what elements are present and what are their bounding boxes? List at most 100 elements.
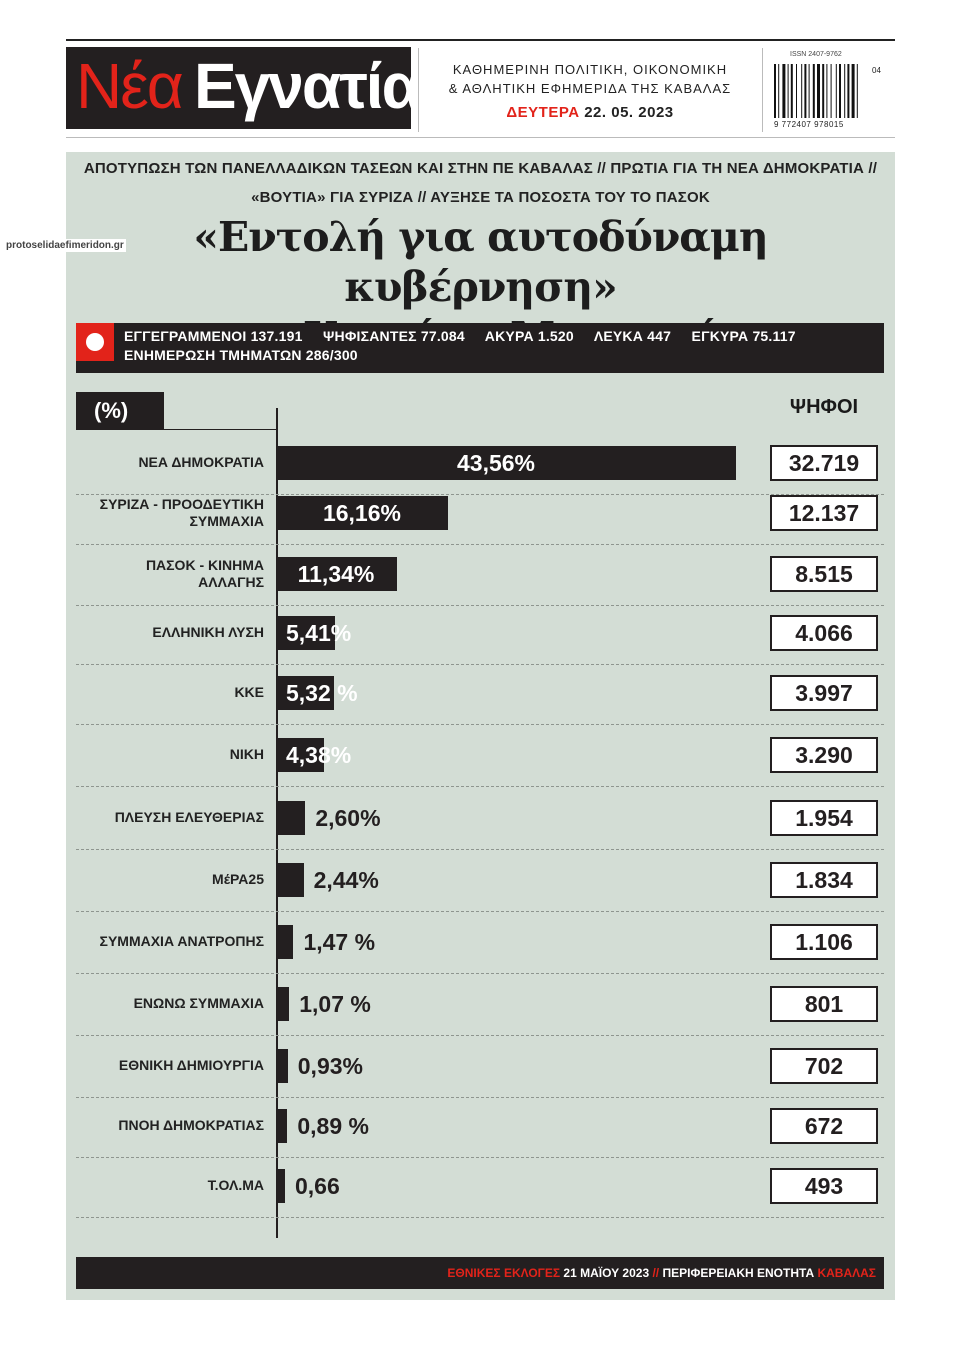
masthead-divider-2	[762, 48, 763, 132]
party-bar	[278, 616, 335, 650]
row-separator	[76, 911, 884, 912]
tagline-line-1: ΚΑΘΗΜΕΡΙΝΗ ΠΟΛΙΤΙΚΗ, ΟΙΚΟΝΟΜΙΚΗ	[452, 62, 728, 77]
party-name: ΝΙΚΗ	[229, 746, 264, 762]
barcode-icon	[774, 64, 858, 118]
row-separator	[76, 973, 884, 974]
row-separator	[76, 724, 884, 725]
party-name: ΕΝΩΝΩ ΣΥΜΜΑΧΙΑ	[133, 995, 264, 1011]
watermark-link[interactable]: protoselidaefimeridon.gr	[4, 239, 126, 252]
masthead-divider	[418, 48, 419, 132]
votes-value: 672	[770, 1108, 878, 1144]
masthead-tagline: ΚΑΘΗΜΕΡΙΝΗ ΠΟΛΙΤΙΚΗ, ΟΙΚΟΝΟΜΙΚΗ & ΑΘΛΗΤΙ…	[430, 60, 750, 98]
newspaper-logo[interactable]: Νέα Εγνατία	[66, 47, 421, 129]
votes-value: 801	[770, 986, 878, 1022]
row-separator	[76, 1097, 884, 1098]
party-name: ΜέΡΑ25	[212, 871, 264, 887]
row-separator	[76, 1157, 884, 1158]
logo-word-egnatia: Εγνατία	[194, 50, 421, 122]
row-separator	[76, 494, 884, 495]
votes-value: 1.954	[770, 800, 878, 836]
party-bar	[278, 863, 304, 897]
stats-line-2: ΕΝΗΜΕΡΩΣΗ ΤΜΗΜΑΤΩΝ 286/300	[124, 347, 358, 363]
party-bar	[278, 738, 325, 772]
votes-value: 1.106	[770, 924, 878, 960]
stats-line-1: ΕΓΓΕΓΡΑΜΜΕΝΟΙ 137.191 ΨΗΦΙΣΑΝΤΕΣ 77.084 …	[124, 328, 796, 344]
masthead-bottom-rule	[66, 137, 895, 138]
party-name: ΣΥΜΜΑΧΙΑ ΑΝΑΤΡΟΠΗΣ	[99, 933, 264, 949]
party-bar	[278, 557, 398, 591]
party-bar	[278, 925, 294, 959]
percent-label: 1,07 %	[299, 991, 371, 1017]
headline-line-1: «Εντολή για αυτοδύναμη κυβέρνηση»	[193, 213, 768, 311]
votes-value: 3.997	[770, 675, 878, 711]
party-name: ΝΕΑ ΔΗΜΟΚΡΑΤΙΑ	[138, 454, 264, 470]
percent-label: 2,44%	[313, 867, 379, 893]
percent-label: 16,16%	[322, 500, 401, 526]
percent-label: 11,34%	[297, 561, 375, 587]
party-bar	[278, 496, 448, 530]
issue-date: ΔΕΥΤΕΡΑ 22. 05. 2023	[430, 104, 750, 121]
percent-label: 0,93%	[297, 1053, 363, 1079]
party-name: ΕΛΛΗΝΙΚΗ ΛΥΣΗ	[152, 624, 264, 640]
issn-label: ISSN 2407-9762	[790, 51, 842, 58]
party-bar	[278, 987, 290, 1021]
tagline-line-2: & ΑΘΛΗΤΙΚΗ ΕΦΗΜΕΡΙΔΑ ΤΗΣ ΚΑΒΑΛΑΣ	[448, 81, 732, 96]
party-name: ΠΛΕΥΣΗ ΕΛΕΥΘΕΡΙΑΣ	[114, 809, 264, 825]
votes-value: 12.137	[770, 495, 878, 531]
party-name: ΣΥΡΙΖΑ - ΠΡΟΟΔΕΥΤΙΚΗ ΣΥΜΜΑΧΙΑ	[99, 496, 264, 529]
kicker-line-1: ΑΠΟΤΥΠΩΣΗ ΤΩΝ ΠΑΝΕΛΛΑΔΙΚΩΝ ΤΑΣΕΩΝ ΚΑΙ ΣΤ…	[83, 160, 878, 177]
percent-label: 2,60%	[315, 805, 381, 831]
footer-caption: ΕΘΝΙΚΕΣ ΕΚΛΟΓΕΣ 21 ΜΑΪΟΥ 2023 // ΠΕΡΙΦΕΡ…	[76, 1266, 876, 1280]
votes-value: 702	[770, 1048, 878, 1084]
row-separator	[76, 1217, 884, 1218]
party-name: ΕΘΝΙΚΗ ΔΗΜΙΟΥΡΓΙΑ	[118, 1057, 264, 1073]
party-name: Τ.ΟΛ.ΜΑ	[207, 1177, 264, 1193]
masthead-top-rule	[66, 39, 895, 41]
footer-separator: //	[652, 1266, 660, 1280]
party-bar	[278, 801, 306, 835]
votes-value: 3.290	[770, 737, 878, 773]
percent-label: 0,89 %	[297, 1113, 369, 1139]
issue-date-value: 22. 05. 2023	[584, 104, 674, 121]
row-separator	[76, 849, 884, 850]
footer-elections: ΕΘΝΙΚΕΣ ΕΚΛΟΓΕΣ	[447, 1266, 561, 1280]
party-bar	[278, 676, 334, 710]
row-separator	[76, 605, 884, 606]
percent-label: 5,41%	[286, 620, 352, 646]
footer-region: ΠΕΡΙΦΕΡΕΙΑΚΗ ΕΝΟΤΗΤΑ	[659, 1266, 818, 1280]
footer-bar	[76, 1257, 884, 1289]
barcode-extension: 04	[872, 66, 881, 75]
issue-day: ΔΕΥΤΕΡΑ	[506, 104, 580, 121]
row-separator	[76, 664, 884, 665]
row-separator	[76, 544, 884, 545]
percent-label: 4,38%	[286, 742, 352, 768]
party-bar	[278, 1169, 285, 1203]
live-dot-icon	[86, 333, 104, 351]
percent-label: 5,32 %	[286, 680, 358, 706]
party-name: ΠΝΟΗ ΔΗΜΟΚΡΑΤΙΑΣ	[118, 1117, 264, 1133]
logo-word-nea: Νέα	[76, 50, 184, 122]
row-separator	[76, 1035, 884, 1036]
party-name: ΚΚΕ	[234, 684, 264, 700]
percent-label: 1,47 %	[303, 929, 376, 955]
row-separator	[76, 786, 884, 787]
footer-kavala: ΚΑΒΑΛΑΣ	[817, 1266, 876, 1280]
percent-label: 0,66	[295, 1173, 340, 1199]
votes-value: 493	[770, 1168, 878, 1204]
party-bar	[278, 1049, 288, 1083]
votes-value: 1.834	[770, 862, 878, 898]
percent-label: 43,56%	[457, 450, 536, 476]
votes-value: 4.066	[770, 615, 878, 651]
party-name: ΠΑΣΟΚ - ΚΙΝΗΜΑ ΑΛΛΑΓΗΣ	[145, 557, 264, 590]
percent-header: (%)	[76, 392, 164, 430]
chart-axis	[276, 408, 278, 1238]
footer-date: 21 ΜΑΪΟΥ 2023	[560, 1266, 653, 1280]
party-bar	[278, 446, 736, 480]
barcode-number: 9 772407 978015	[774, 120, 844, 129]
kicker-line-2: «ΒΟΥΤΙΑ» ΓΙΑ ΣΥΡΙΖΑ // ΑΥΞΗΣΕ ΤΑ ΠΟΣΟΣΤΑ…	[251, 189, 710, 206]
stats-bar	[76, 323, 884, 373]
votes-value: 32.719	[770, 445, 878, 481]
votes-value: 8.515	[770, 556, 878, 592]
percent-header-rule	[76, 429, 276, 430]
party-bar	[278, 1109, 288, 1143]
